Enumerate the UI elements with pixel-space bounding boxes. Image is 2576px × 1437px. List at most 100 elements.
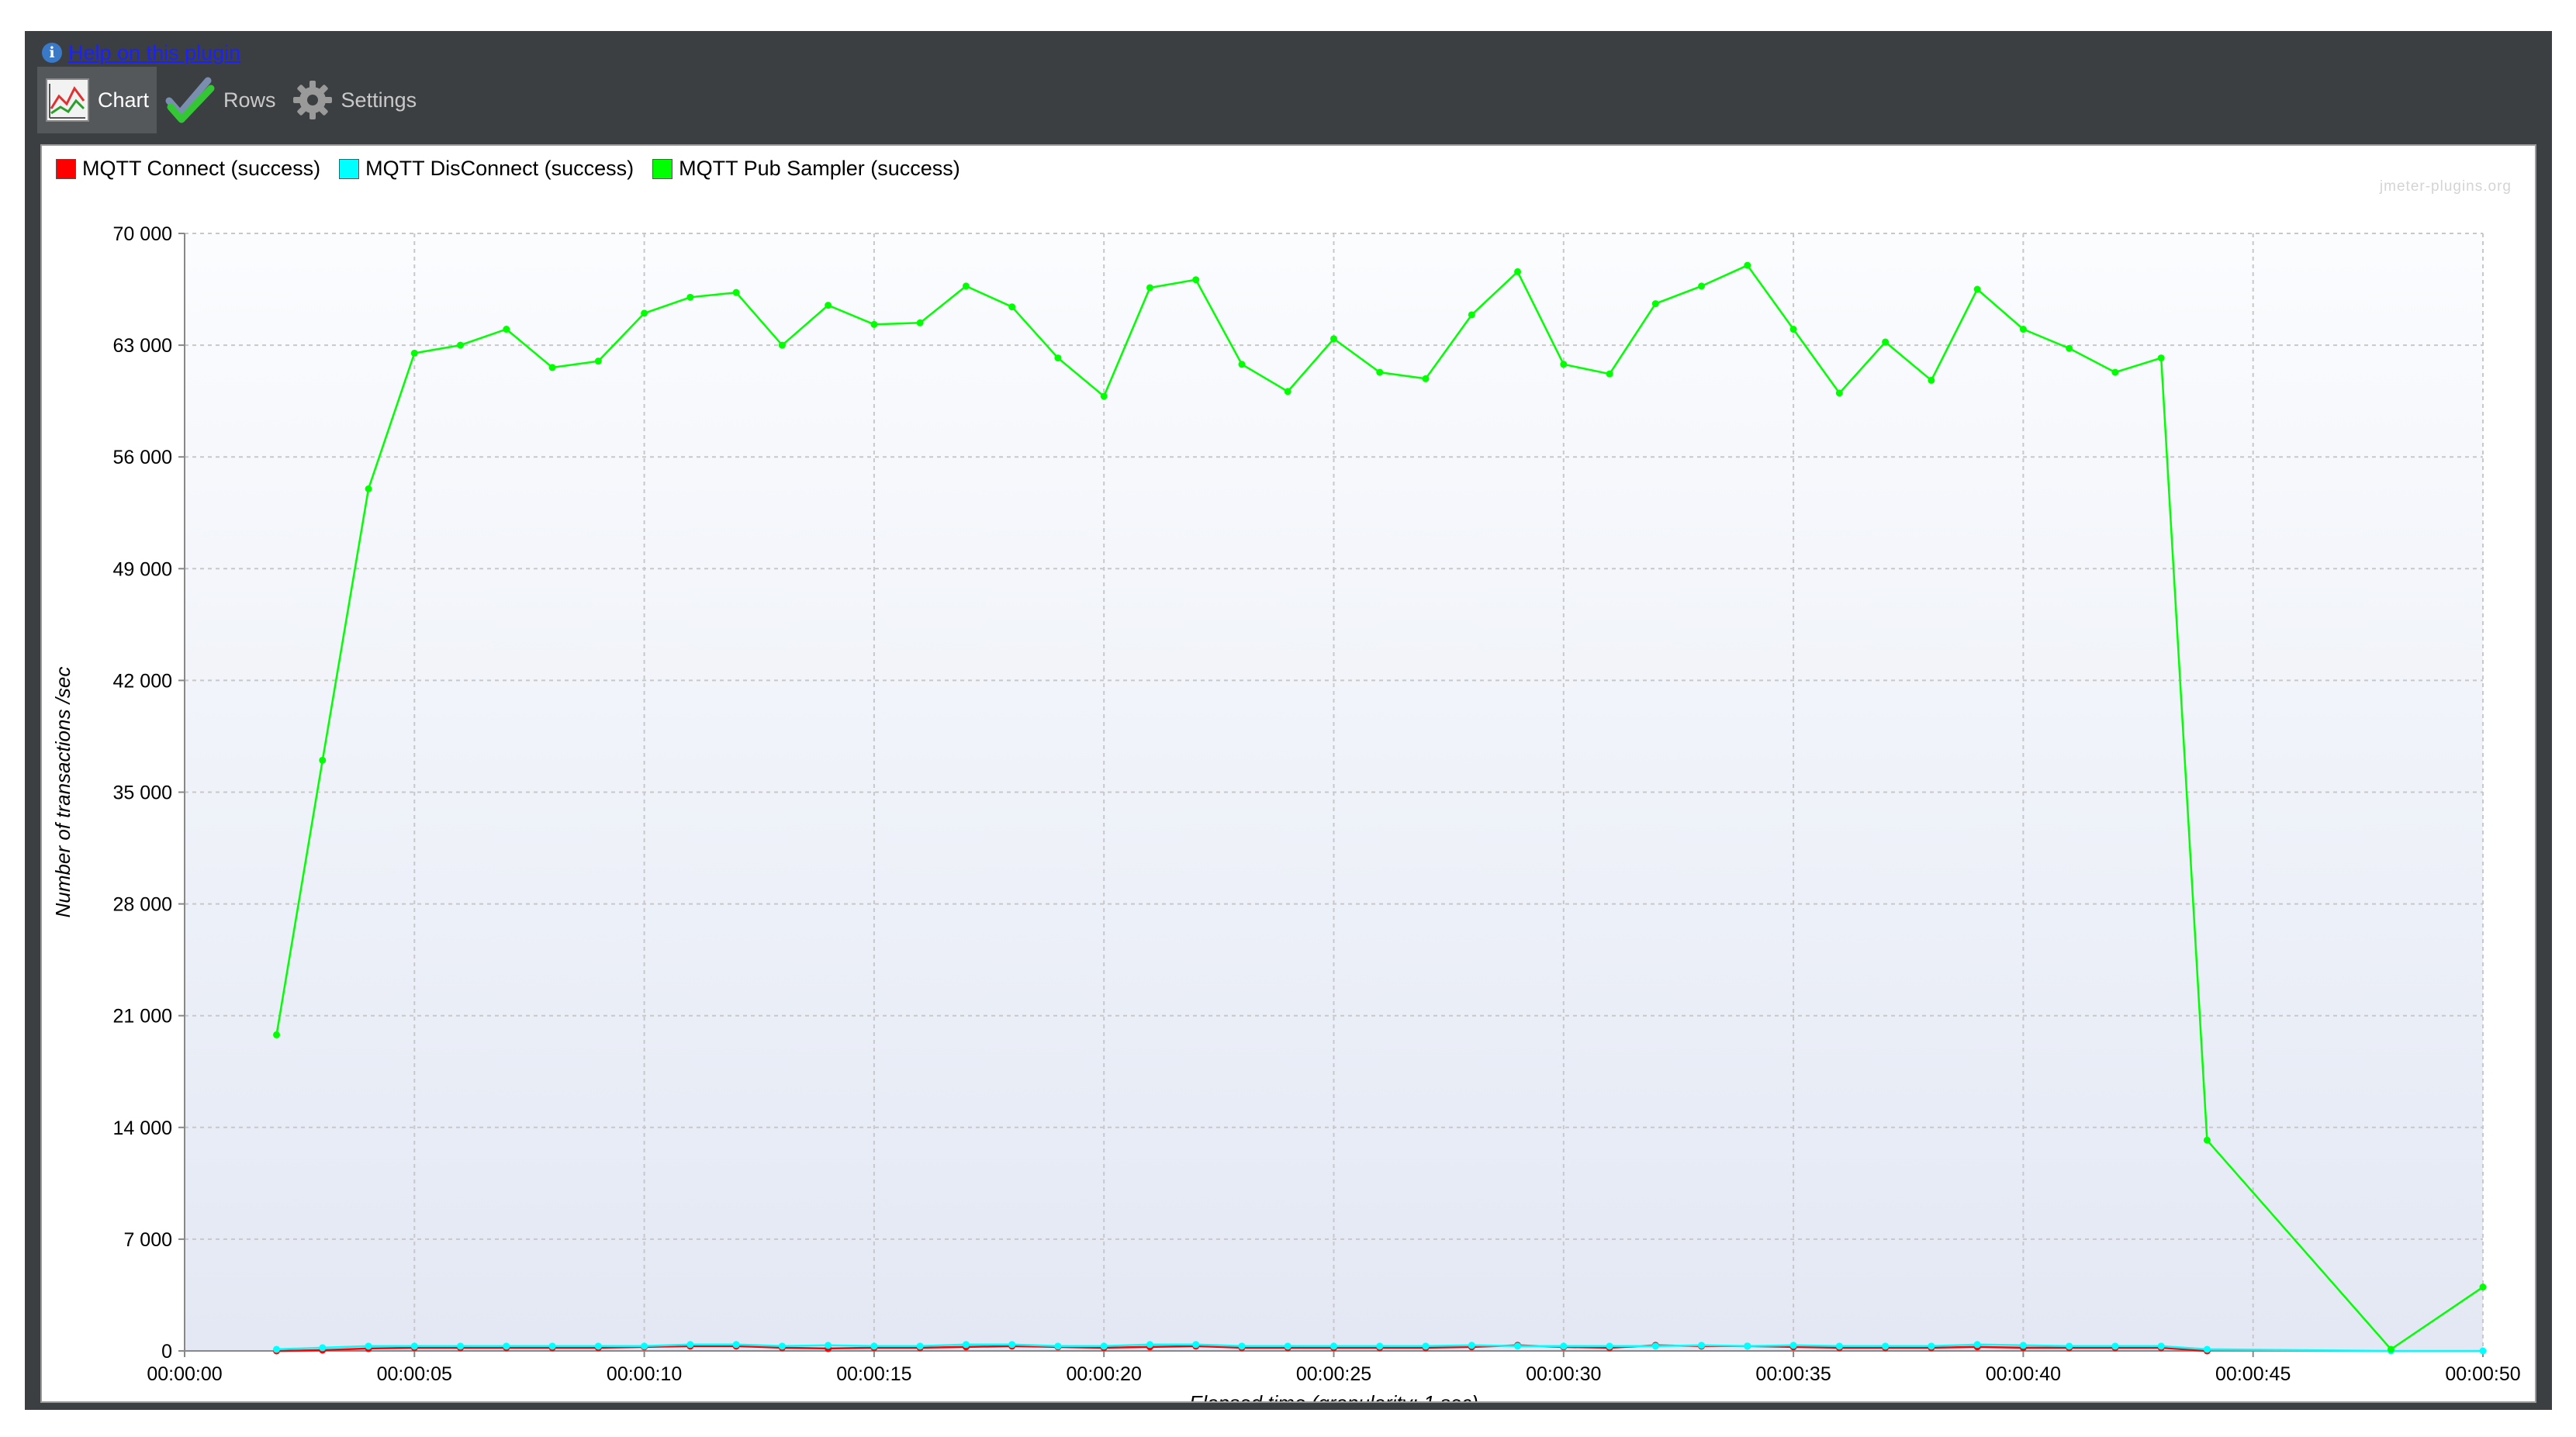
data-point-mqtt-pub-sampler [1284, 388, 1291, 396]
toolbar: Chart Rows Settings [37, 67, 424, 133]
data-point-mqtt-disconnect [1882, 1342, 1890, 1350]
data-point-mqtt-pub-sampler [1698, 282, 1706, 290]
data-point-mqtt-pub-sampler [1606, 370, 1613, 378]
chart-legend: MQTT Connect (success) MQTT DisConnect (… [56, 157, 979, 181]
y-tick-label: 56 000 [113, 447, 172, 468]
data-point-mqtt-pub-sampler [2387, 1345, 2394, 1353]
data-point-mqtt-pub-sampler [273, 1031, 281, 1038]
data-point-mqtt-pub-sampler [503, 326, 510, 333]
legend-label: MQTT DisConnect (success) [365, 157, 634, 180]
data-point-mqtt-pub-sampler [641, 309, 648, 317]
data-point-mqtt-disconnect [1146, 1341, 1153, 1349]
legend-swatch [339, 158, 360, 179]
data-point-mqtt-disconnect [365, 1342, 372, 1350]
data-point-mqtt-pub-sampler [962, 282, 970, 290]
line-chart-icon [46, 78, 89, 122]
y-tick-label: 35 000 [113, 782, 172, 804]
legend-label: MQTT Pub Sampler (success) [679, 157, 960, 180]
data-point-mqtt-pub-sampler [1560, 361, 1568, 368]
data-point-mqtt-pub-sampler [594, 358, 602, 365]
help-bar: i Help on this plugin [42, 37, 240, 68]
data-point-mqtt-pub-sampler [1973, 285, 1981, 293]
data-point-mqtt-pub-sampler [1928, 376, 1935, 384]
x-tick-label: 00:00:30 [1526, 1363, 1601, 1385]
data-point-mqtt-disconnect [1330, 1342, 1337, 1350]
data-point-mqtt-disconnect [1008, 1341, 1016, 1349]
data-point-mqtt-pub-sampler [2203, 1136, 2211, 1144]
data-point-mqtt-disconnect [548, 1342, 556, 1350]
data-point-mqtt-disconnect [641, 1342, 648, 1350]
data-point-mqtt-pub-sampler [1422, 375, 1430, 382]
data-point-mqtt-disconnect [2066, 1342, 2073, 1350]
tab-settings-label: Settings [341, 88, 417, 112]
legend-label: MQTT Connect (success) [82, 157, 321, 180]
data-point-mqtt-disconnect [2019, 1342, 2027, 1349]
data-point-mqtt-disconnect [1422, 1342, 1430, 1350]
data-point-mqtt-disconnect [1835, 1342, 1843, 1350]
x-tick-label: 00:00:00 [147, 1363, 222, 1385]
data-point-mqtt-pub-sampler [457, 341, 465, 349]
data-point-mqtt-pub-sampler [1146, 284, 1153, 292]
info-icon: i [42, 43, 62, 63]
data-point-mqtt-pub-sampler [410, 349, 418, 357]
tab-rows-label: Rows [223, 88, 276, 112]
data-point-mqtt-disconnect [2111, 1342, 2119, 1350]
data-point-mqtt-disconnect [916, 1342, 924, 1350]
help-link[interactable]: Help on this plugin [68, 40, 241, 64]
data-point-mqtt-disconnect [1973, 1341, 1981, 1349]
plugin-window: i Help on this plugin Chart Rows [25, 31, 2552, 1410]
data-point-mqtt-pub-sampler [548, 364, 556, 371]
x-tick-label: 00:00:10 [607, 1363, 682, 1385]
data-point-mqtt-disconnect [503, 1342, 510, 1350]
data-point-mqtt-pub-sampler [1376, 368, 1384, 376]
watermark: jmeter-plugins.org [2379, 178, 2512, 195]
gear-icon [292, 81, 332, 119]
data-point-mqtt-pub-sampler [1008, 303, 1016, 311]
x-tick-label: 00:00:40 [1986, 1363, 2061, 1385]
data-point-mqtt-disconnect [1560, 1342, 1568, 1350]
legend-item-mqtt-pub-sampler[interactable]: MQTT Pub Sampler (success) [652, 157, 960, 181]
data-point-mqtt-disconnect [1651, 1342, 1659, 1350]
y-tick-label: 28 000 [113, 894, 172, 916]
data-point-mqtt-disconnect [1514, 1342, 1522, 1350]
data-point-mqtt-pub-sampler [1744, 261, 1751, 269]
y-axis-title: Number of transactions /sec [51, 667, 74, 918]
data-point-mqtt-disconnect [1698, 1342, 1706, 1349]
line-chart: 0 7 000 14 000 21 000 28 000 35 000 42 000 49 0… [51, 223, 2521, 1401]
y-tick-label: 7 000 [123, 1229, 172, 1251]
data-point-mqtt-pub-sampler [1514, 268, 1522, 275]
data-point-mqtt-disconnect [870, 1342, 878, 1350]
data-point-mqtt-disconnect [2479, 1347, 2487, 1355]
data-point-mqtt-pub-sampler [2479, 1283, 2487, 1291]
data-point-mqtt-disconnect [732, 1341, 740, 1349]
x-tick-label: 00:00:25 [1296, 1363, 1371, 1385]
legend-item-mqtt-disconnect[interactable]: MQTT DisConnect (success) [339, 157, 634, 181]
data-point-mqtt-disconnect [319, 1344, 327, 1352]
data-point-mqtt-disconnect [1192, 1341, 1200, 1349]
data-point-mqtt-disconnect [1238, 1342, 1246, 1350]
data-point-mqtt-disconnect [1376, 1342, 1384, 1350]
data-point-mqtt-pub-sampler [778, 341, 786, 349]
data-point-mqtt-pub-sampler [1789, 326, 1797, 333]
data-point-mqtt-pub-sampler [1192, 276, 1200, 284]
data-point-mqtt-disconnect [1468, 1342, 1475, 1349]
data-point-mqtt-disconnect [1054, 1342, 1062, 1350]
x-tick-label: 00:00:20 [1067, 1363, 1142, 1385]
tab-settings[interactable]: Settings [284, 67, 425, 133]
legend-swatch [652, 158, 673, 179]
y-tick-label: 42 000 [113, 670, 172, 692]
data-point-mqtt-pub-sampler [686, 293, 694, 301]
data-point-mqtt-pub-sampler [1054, 354, 1062, 362]
data-point-mqtt-pub-sampler [2111, 368, 2119, 376]
x-tick-label: 00:00:50 [2445, 1363, 2520, 1385]
data-point-mqtt-pub-sampler [1100, 392, 1108, 400]
x-axis-title: Elapsed time (granularity: 1 sec) [1189, 1391, 1478, 1401]
data-point-mqtt-pub-sampler [1651, 300, 1659, 308]
data-point-mqtt-pub-sampler [1835, 389, 1843, 397]
data-point-mqtt-pub-sampler [365, 485, 372, 492]
tab-chart[interactable]: Chart [37, 67, 157, 133]
tab-rows[interactable]: Rows [157, 67, 284, 133]
x-tick-label: 00:00:35 [1755, 1363, 1831, 1385]
legend-item-mqtt-connect[interactable]: MQTT Connect (success) [56, 157, 320, 181]
data-point-mqtt-pub-sampler [2157, 354, 2165, 362]
